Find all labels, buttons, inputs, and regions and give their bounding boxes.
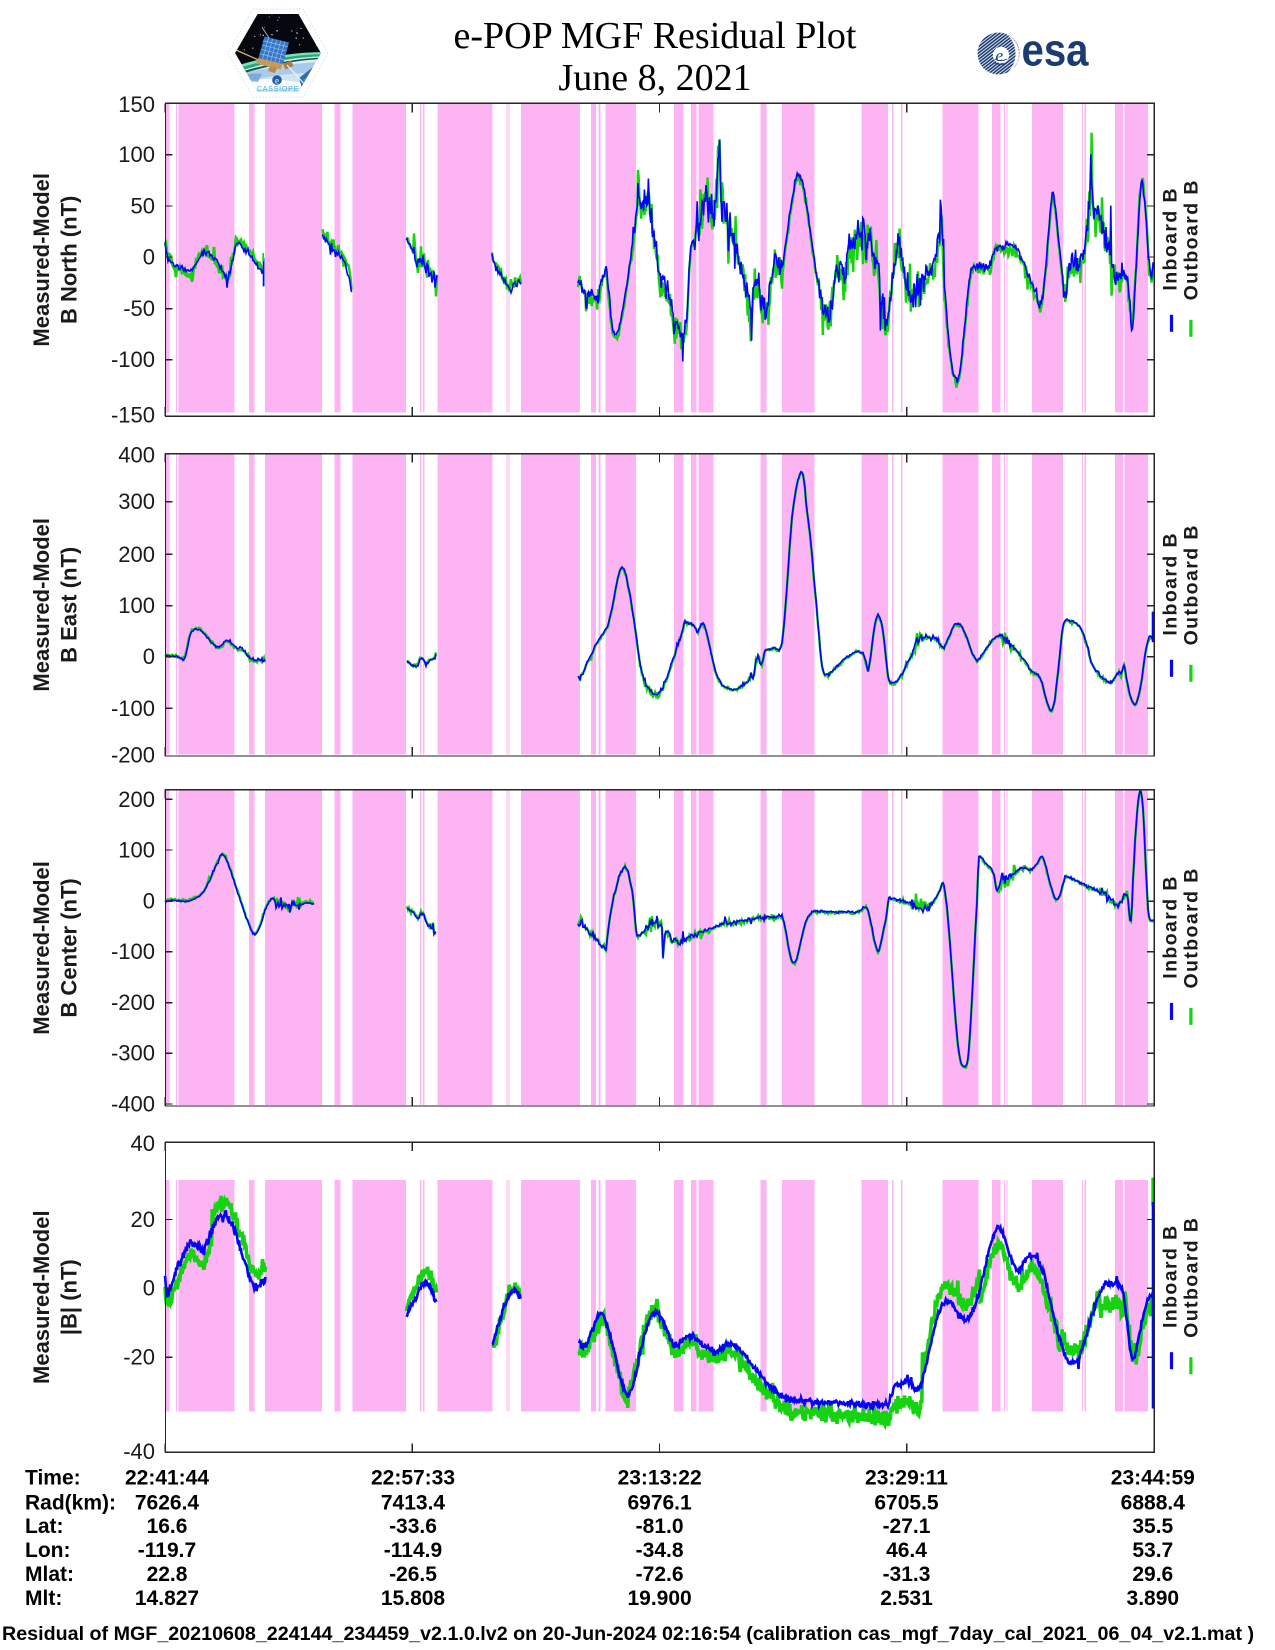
svg-text:B Center (nT): B Center (nT) xyxy=(57,878,82,1017)
svg-text:Lon:: Lon: xyxy=(25,1539,70,1562)
svg-text:B East (nT): B East (nT) xyxy=(57,547,82,663)
svg-text:150: 150 xyxy=(118,92,155,117)
svg-text:e: e xyxy=(996,46,1004,65)
svg-text:200: 200 xyxy=(118,787,155,812)
svg-text:Outboard B: Outboard B xyxy=(1181,1217,1203,1338)
svg-text:Measured-Model: Measured-Model xyxy=(29,173,54,347)
svg-text:Mlt:: Mlt: xyxy=(25,1587,62,1610)
svg-text:Time:: Time: xyxy=(25,1466,81,1489)
svg-text:-200: -200 xyxy=(111,990,155,1015)
svg-text:-119.7: -119.7 xyxy=(138,1539,196,1562)
svg-text:0: 0 xyxy=(143,1276,155,1301)
svg-text:-40: -40 xyxy=(123,1439,155,1464)
svg-text:B North (nT): B North (nT) xyxy=(57,196,82,324)
svg-text:-31.3: -31.3 xyxy=(883,1563,931,1586)
svg-text:0: 0 xyxy=(143,245,155,270)
svg-text:Measured-Model: Measured-Model xyxy=(29,1210,54,1384)
svg-text:22.8: 22.8 xyxy=(147,1563,188,1586)
svg-text:-114.9: -114.9 xyxy=(384,1539,442,1562)
svg-text:23:29:11: 23:29:11 xyxy=(865,1466,948,1489)
svg-text:Measured-Model: Measured-Model xyxy=(29,518,54,692)
svg-text:e-POP MGF Residual Plot: e-POP MGF Residual Plot xyxy=(454,15,857,57)
svg-text:-100: -100 xyxy=(111,939,155,964)
svg-text:40: 40 xyxy=(131,1131,155,1156)
svg-text:-72.6: -72.6 xyxy=(636,1563,684,1586)
svg-text:-26.5: -26.5 xyxy=(389,1563,437,1586)
svg-text:16.6: 16.6 xyxy=(147,1515,188,1538)
svg-text:-20: -20 xyxy=(123,1345,155,1370)
svg-text:-200: -200 xyxy=(111,742,155,767)
svg-text:Rad(km):: Rad(km): xyxy=(25,1491,116,1514)
svg-text:June 8, 2021: June 8, 2021 xyxy=(558,57,751,99)
svg-text:35.5: 35.5 xyxy=(1132,1515,1173,1538)
svg-text:Inboard B: Inboard B xyxy=(1160,187,1182,291)
svg-text:50: 50 xyxy=(131,194,155,219)
svg-text:-50: -50 xyxy=(123,296,155,321)
svg-text:-27.1: -27.1 xyxy=(883,1515,931,1538)
svg-text:6976.1: 6976.1 xyxy=(627,1491,692,1514)
svg-text:Lat:: Lat: xyxy=(25,1515,64,1538)
svg-text:7413.4: 7413.4 xyxy=(381,1491,446,1514)
svg-text:-400: -400 xyxy=(111,1091,155,1116)
svg-text:-100: -100 xyxy=(111,696,155,721)
svg-text:Mlat:: Mlat: xyxy=(25,1563,74,1586)
svg-text:53.7: 53.7 xyxy=(1132,1539,1173,1562)
svg-text:0: 0 xyxy=(143,889,155,914)
svg-text:19.900: 19.900 xyxy=(627,1587,691,1610)
svg-text:Inboard B: Inboard B xyxy=(1160,1224,1182,1328)
svg-text:300: 300 xyxy=(118,489,155,514)
svg-text:100: 100 xyxy=(118,838,155,863)
svg-text:Outboard B: Outboard B xyxy=(1181,867,1203,988)
svg-text:15.808: 15.808 xyxy=(381,1587,446,1610)
svg-text:-100: -100 xyxy=(111,347,155,372)
svg-text:-300: -300 xyxy=(111,1041,155,1066)
svg-text:7626.4: 7626.4 xyxy=(135,1491,200,1514)
svg-text:22:41:44: 22:41:44 xyxy=(125,1466,209,1489)
svg-text:-81.0: -81.0 xyxy=(636,1515,684,1538)
svg-text:0: 0 xyxy=(143,644,155,669)
svg-text:CASSIOPE: CASSIOPE xyxy=(257,86,299,93)
svg-text:Inboard B: Inboard B xyxy=(1160,532,1182,636)
svg-text:14.827: 14.827 xyxy=(135,1587,199,1610)
svg-text:46.4: 46.4 xyxy=(886,1539,927,1562)
svg-text:23:44:59: 23:44:59 xyxy=(1111,1466,1195,1489)
svg-text:6888.4: 6888.4 xyxy=(1121,1491,1186,1514)
svg-text:6705.5: 6705.5 xyxy=(874,1491,939,1514)
svg-text:Residual of MGF_20210608_22414: Residual of MGF_20210608_224144_234459_v… xyxy=(2,1623,1254,1645)
svg-text:2.531: 2.531 xyxy=(880,1587,933,1610)
svg-text:Inboard B: Inboard B xyxy=(1160,875,1182,979)
svg-text:|B| (nT): |B| (nT) xyxy=(57,1259,82,1335)
svg-text:20: 20 xyxy=(131,1207,155,1232)
svg-text:29.6: 29.6 xyxy=(1132,1563,1173,1586)
svg-text:-150: -150 xyxy=(111,403,155,428)
svg-text:esa: esa xyxy=(1022,25,1090,76)
svg-text:Outboard B: Outboard B xyxy=(1181,179,1203,300)
svg-text:100: 100 xyxy=(118,593,155,618)
svg-text:22:57:33: 22:57:33 xyxy=(371,1466,455,1489)
svg-text:200: 200 xyxy=(118,542,155,567)
svg-text:3.890: 3.890 xyxy=(1127,1587,1180,1610)
svg-text:Measured-Model: Measured-Model xyxy=(29,861,54,1035)
svg-text:-33.6: -33.6 xyxy=(389,1515,437,1538)
svg-text:100: 100 xyxy=(118,142,155,167)
svg-text:Outboard B: Outboard B xyxy=(1181,524,1203,645)
svg-text:e: e xyxy=(275,76,279,86)
svg-text:400: 400 xyxy=(118,442,155,467)
svg-text:-34.8: -34.8 xyxy=(636,1539,684,1562)
svg-text:23:13:22: 23:13:22 xyxy=(618,1466,702,1489)
